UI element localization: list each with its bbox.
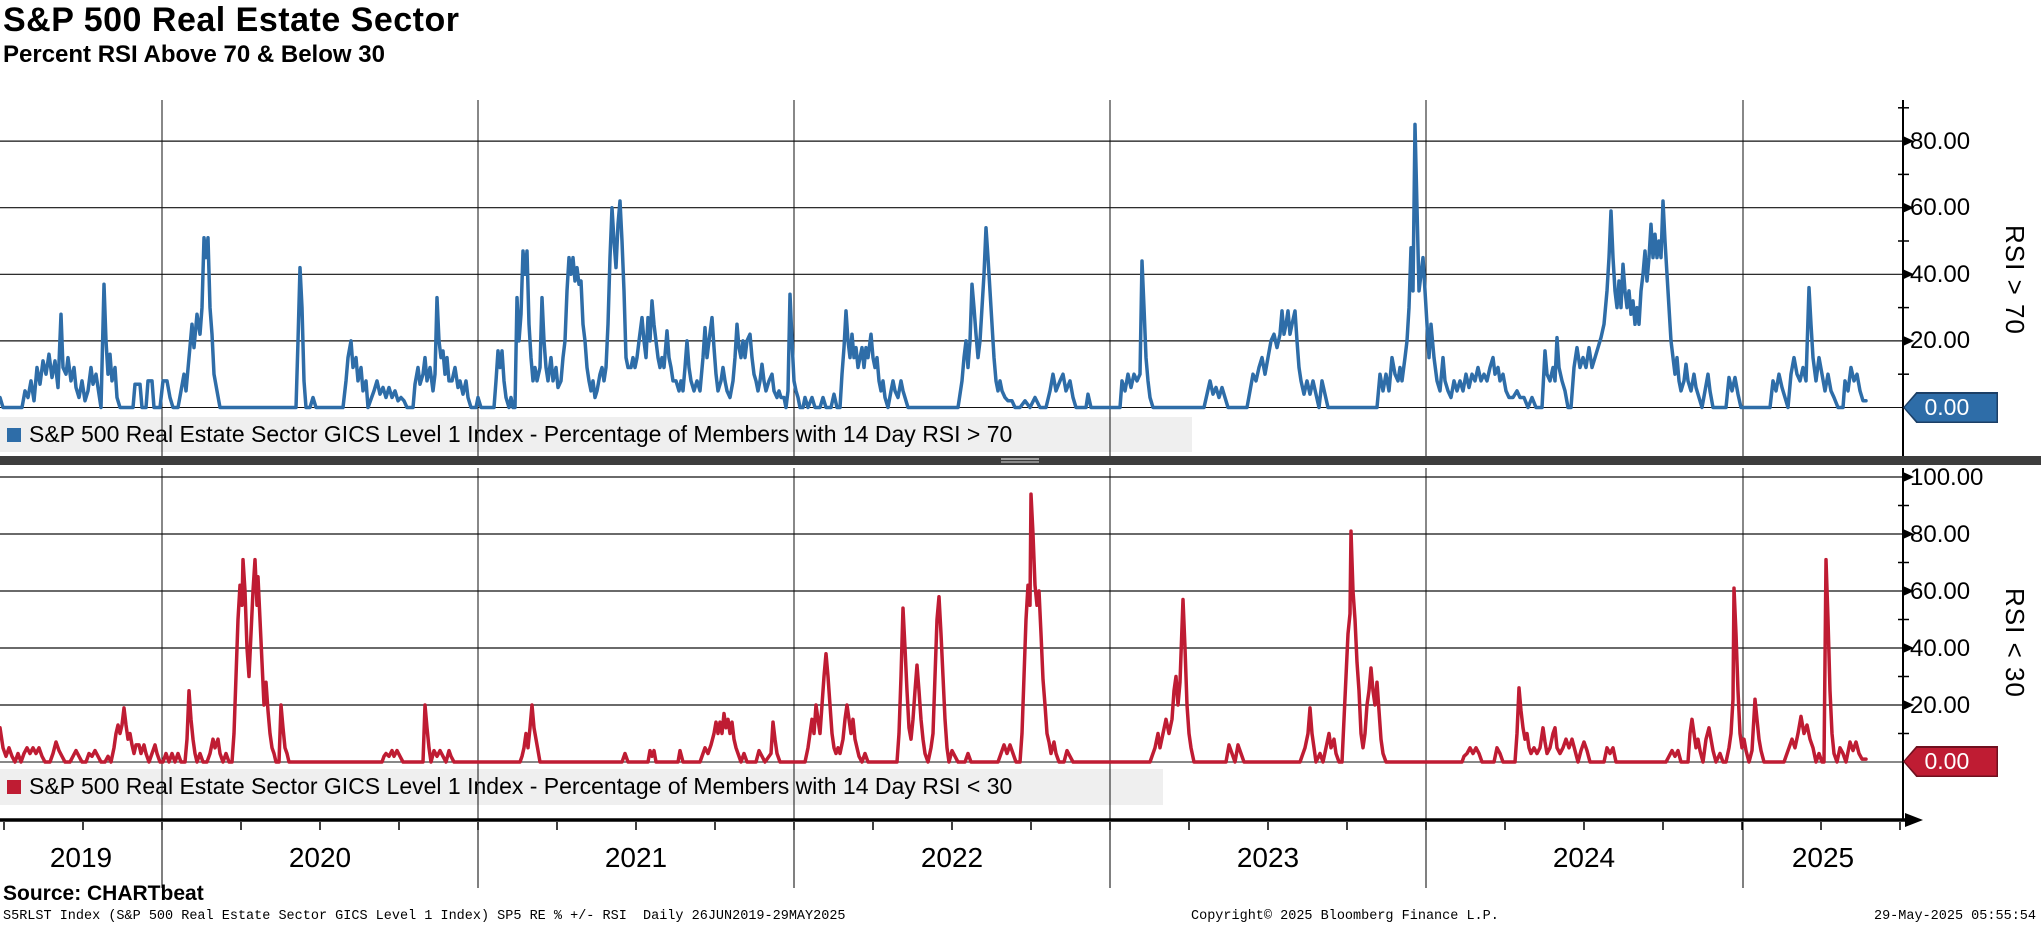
- bottom-ytick-20: 20.00: [1910, 692, 1971, 719]
- bottom-ytick-40: 40.00: [1910, 635, 1971, 662]
- chart-header: S&P 500 Real Estate Sector Percent RSI A…: [3, 1, 460, 69]
- top-ytick-60: 60.00: [1910, 194, 1971, 221]
- footer-ticker-info: S5RLST Index (S&P 500 Real Estate Sector…: [3, 909, 846, 924]
- source-label: Source: CHARTbeat: [3, 882, 204, 905]
- xaxis-year-2023: 2023: [1236, 842, 1300, 873]
- blue-series-swatch-icon: [7, 427, 21, 442]
- bottom-ytick-80: 80.00: [1910, 521, 1971, 548]
- top-last-value-badge: 0.00: [1903, 392, 1998, 423]
- xaxis-year-2024: 2024: [1552, 842, 1616, 873]
- top-last-value-label: 0.00: [1924, 394, 1970, 420]
- page-title: S&P 500 Real Estate Sector: [3, 1, 460, 39]
- bottom-last-value-badge: 0.00: [1903, 746, 1998, 777]
- top-ytick-20: 20.00: [1910, 327, 1971, 354]
- top-ytick-40: 40.00: [1910, 261, 1971, 288]
- bottom-last-value-label: 0.00: [1924, 748, 1970, 774]
- xaxis-year-2022: 2022: [920, 842, 984, 873]
- bottom-legend-label: S&P 500 Real Estate Sector GICS Level 1 …: [29, 773, 1013, 799]
- xaxis-year-2021: 2021: [604, 842, 668, 873]
- top-yaxis-title: RSI > 70: [2000, 225, 2030, 335]
- bottom-yaxis-title: RSI < 30: [2000, 588, 2030, 698]
- top-legend: S&P 500 Real Estate Sector GICS Level 1 …: [0, 417, 1012, 452]
- panel-splitter-handle-icon[interactable]: [997, 456, 1043, 465]
- bottom-legend: S&P 500 Real Estate Sector GICS Level 1 …: [0, 769, 1012, 804]
- footer-timestamp: 29-May-2025 05:55:54: [1873, 909, 2036, 924]
- page-subtitle: Percent RSI Above 70 & Below 30: [3, 41, 385, 69]
- top-ytick-80: 80.00: [1910, 128, 1971, 155]
- xaxis-year-2019: 2019: [49, 842, 113, 873]
- red-series-swatch-icon: [7, 779, 21, 794]
- xaxis-year-2025: 2025: [1791, 842, 1855, 873]
- xaxis-year-2020: 2020: [288, 842, 352, 873]
- footer-copyright: Copyright© 2025 Bloomberg Finance L.P.: [1191, 909, 1499, 924]
- panel-splitter-bar: [0, 456, 2041, 465]
- top-legend-label: S&P 500 Real Estate Sector GICS Level 1 …: [29, 421, 1013, 447]
- bottom-ytick-100: 100.00: [1910, 464, 1984, 491]
- bottom-ytick-60: 60.00: [1910, 578, 1971, 605]
